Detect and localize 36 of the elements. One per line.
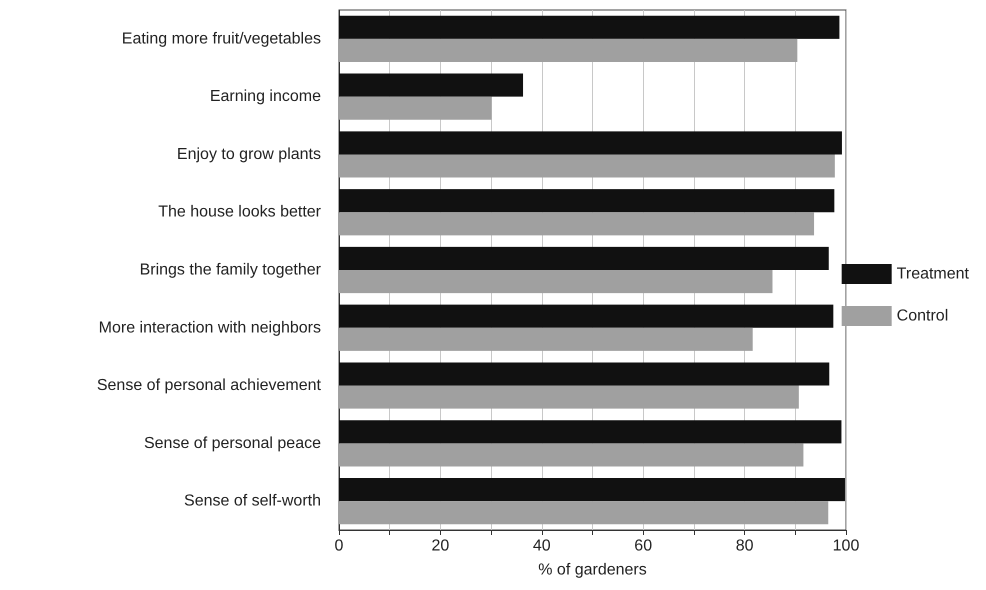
bar [339,501,828,524]
bar [339,189,834,212]
legend-label: Treatment [896,266,970,282]
y-tick-label: Sense of personal peace [144,434,322,452]
y-tick-label: More interaction with neighbors [98,319,321,336]
bar [339,16,840,39]
y-tick-label: The house looks better [158,204,322,221]
y-tick-label: Enjoy to grow plants [176,146,321,163]
bar [339,443,804,466]
x-tick-label: 40 [532,538,551,554]
y-tick-label: Earning income [210,88,322,106]
bar [339,386,799,409]
legend-label: Control [896,308,948,324]
bar [339,96,492,120]
y-tick-label: Eating more fruit/vegetables [122,30,321,48]
bar [339,154,835,178]
x-tick-label: 60 [634,538,652,554]
x-tick-label: 20 [432,538,450,554]
bar [339,131,842,154]
bar [339,38,798,62]
y-tick-label: Sense of self-worth [184,492,321,510]
bar [339,328,753,351]
x-tick-label: 80 [736,538,754,554]
bar [339,478,845,502]
bar [339,304,834,328]
y-tick-label: Brings the family together [140,262,322,278]
bar [339,212,814,236]
x-tick-label: 0 [334,538,344,554]
y-tick-label: Sense of personal achievement [96,377,322,394]
bar [339,74,524,97]
bar [339,270,772,294]
bar [339,420,842,444]
x-tick-label: 100 [832,538,860,554]
bar [339,362,830,386]
x-axis-title: % of gardeners [538,562,647,578]
bar [339,246,829,270]
